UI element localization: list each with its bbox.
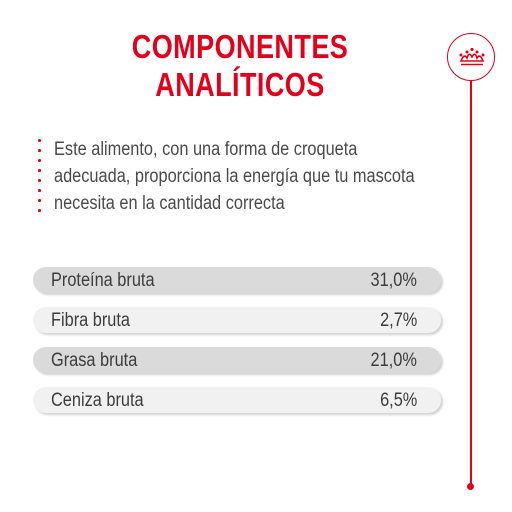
description-line-1: Este alimento, con una forma de croqueta [54,139,358,160]
decorative-line-end-dot [467,483,474,490]
component-row-fiber: Fibra bruta 2,7% [33,307,441,333]
component-row-fat: Grasa bruta 21,0% [33,347,441,373]
brand-badge [447,33,495,81]
title-line-2: ANALÍTICOS [155,66,325,103]
crown-icon [459,47,485,66]
analytical-components-table: Proteína bruta 31,0% Fibra bruta 2,7% Gr… [33,267,441,427]
decorative-dotted-line [38,137,42,217]
component-name: Fibra bruta [51,310,131,331]
description-line-2: adecuada, proporciona la energía que tu … [54,166,415,187]
component-value: 6,5% [379,390,417,411]
component-name: Proteína bruta [51,270,155,291]
description-text: Este alimento, con una forma de croqueta… [54,136,415,217]
component-row-protein: Proteína bruta 31,0% [33,267,441,293]
component-name: Grasa bruta [51,350,138,371]
decorative-vertical-line [470,81,472,485]
description-line-3: necesita en la cantidad correcta [54,193,285,214]
component-name: Ceniza bruta [51,390,144,411]
page-title: COMPONENTES ANALÍTICOS [76,28,404,104]
title-line-1: COMPONENTES [131,28,349,65]
component-value: 31,0% [370,270,417,291]
component-row-ash: Ceniza bruta 6,5% [33,387,441,413]
component-value: 2,7% [379,310,417,331]
component-value: 21,0% [370,350,417,371]
